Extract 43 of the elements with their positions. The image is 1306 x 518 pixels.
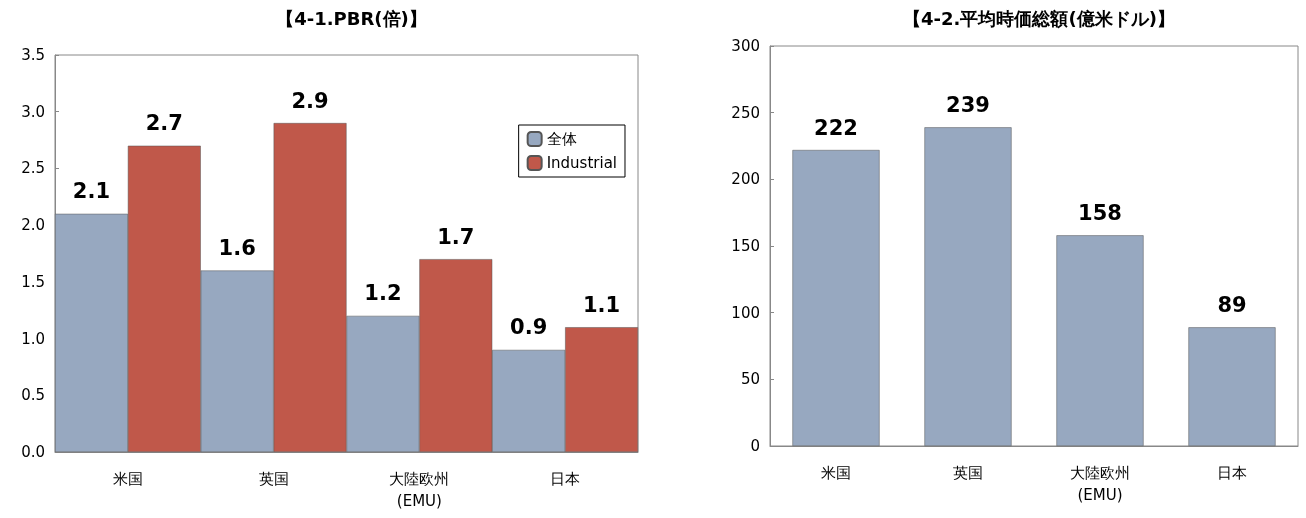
bar bbox=[1056, 235, 1144, 446]
legend-label: 全体 bbox=[546, 130, 577, 148]
y-tick-label: 0.0 bbox=[21, 443, 45, 461]
data-label: 2.9 bbox=[291, 88, 329, 113]
y-tick-label: 3.5 bbox=[21, 46, 45, 64]
y-tick-label: 1.5 bbox=[21, 272, 45, 291]
data-label: 2.7 bbox=[145, 111, 183, 136]
y-tick-label: 1.0 bbox=[21, 329, 45, 348]
y-tick-label: 2.0 bbox=[21, 216, 45, 235]
y-tick-label: 50 bbox=[740, 370, 760, 389]
bar bbox=[1188, 327, 1276, 446]
chart-title: 【4-2.平均時価総額(億米ドル)】 bbox=[903, 7, 1175, 29]
y-tick-label: 150 bbox=[731, 237, 760, 255]
data-label: 158 bbox=[1078, 200, 1122, 225]
data-label: 0.9 bbox=[510, 315, 548, 340]
data-label: 1.2 bbox=[364, 281, 402, 306]
x-tick-label: 米国 bbox=[112, 470, 143, 488]
y-tick-label: 200 bbox=[731, 170, 760, 189]
x-tick-label: 英国 bbox=[953, 464, 983, 482]
y-tick-label: 3.0 bbox=[21, 102, 45, 121]
chart-title: 【4-1.PBR(倍)】 bbox=[276, 7, 427, 29]
data-label: 1.7 bbox=[437, 224, 475, 249]
x-tick-label: 日本 bbox=[550, 470, 581, 488]
x-tick-label: 英国 bbox=[258, 470, 289, 488]
data-label: 239 bbox=[946, 92, 990, 117]
y-tick-label: 2.5 bbox=[21, 159, 45, 178]
data-label: 2.1 bbox=[72, 179, 111, 204]
y-tick-label: 0 bbox=[750, 437, 760, 455]
bar bbox=[792, 150, 880, 446]
data-label: 222 bbox=[814, 115, 858, 140]
bar bbox=[924, 127, 1012, 446]
y-tick-label: 100 bbox=[731, 303, 760, 322]
x-tick-label: 大陸欧州 (EMU) bbox=[1070, 464, 1130, 504]
y-tick-label: 250 bbox=[731, 103, 760, 122]
legend-label: Industrial bbox=[546, 154, 618, 172]
data-label: 89 bbox=[1217, 292, 1247, 317]
y-tick-label: 300 bbox=[731, 37, 760, 55]
data-label: 1.6 bbox=[218, 236, 256, 261]
y-tick-label: 0.5 bbox=[21, 386, 45, 405]
x-tick-label: 米国 bbox=[821, 464, 851, 482]
x-tick-label: 大陸欧州 (EMU) bbox=[389, 470, 450, 510]
data-label: 1.1 bbox=[582, 292, 621, 317]
x-tick-label: 日本 bbox=[1217, 464, 1247, 482]
